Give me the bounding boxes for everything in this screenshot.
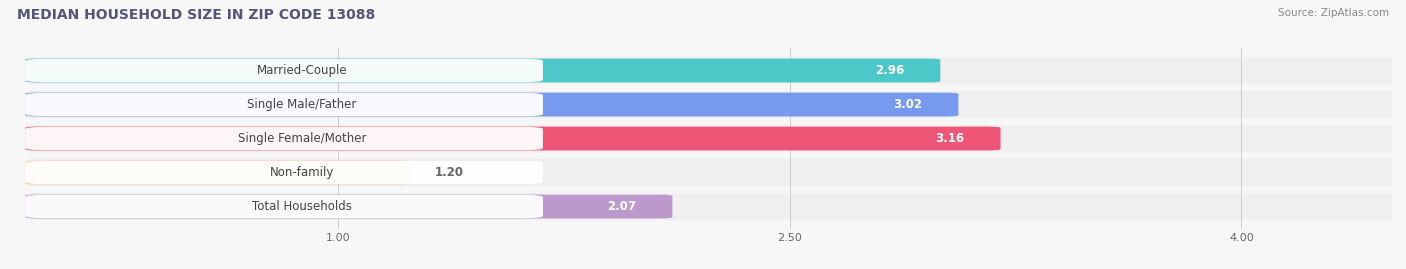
- Text: Total Households: Total Households: [252, 200, 352, 213]
- FancyBboxPatch shape: [25, 127, 543, 150]
- Text: 3.02: 3.02: [893, 98, 922, 111]
- FancyBboxPatch shape: [25, 195, 672, 218]
- FancyBboxPatch shape: [25, 93, 543, 116]
- FancyBboxPatch shape: [25, 93, 959, 116]
- FancyBboxPatch shape: [25, 127, 1001, 150]
- FancyBboxPatch shape: [25, 195, 543, 218]
- Text: 2.96: 2.96: [875, 64, 904, 77]
- FancyBboxPatch shape: [25, 159, 1405, 186]
- Text: Married-Couple: Married-Couple: [257, 64, 347, 77]
- Text: Single Female/Mother: Single Female/Mother: [238, 132, 367, 145]
- Text: 3.16: 3.16: [935, 132, 965, 145]
- Text: 2.07: 2.07: [607, 200, 637, 213]
- Text: Non-family: Non-family: [270, 166, 335, 179]
- FancyBboxPatch shape: [25, 125, 1405, 152]
- FancyBboxPatch shape: [25, 59, 941, 82]
- FancyBboxPatch shape: [25, 59, 543, 82]
- Text: MEDIAN HOUSEHOLD SIZE IN ZIP CODE 13088: MEDIAN HOUSEHOLD SIZE IN ZIP CODE 13088: [17, 8, 375, 22]
- FancyBboxPatch shape: [25, 193, 1405, 220]
- FancyBboxPatch shape: [25, 161, 543, 184]
- FancyBboxPatch shape: [25, 91, 1405, 118]
- Text: Source: ZipAtlas.com: Source: ZipAtlas.com: [1278, 8, 1389, 18]
- Text: Single Male/Father: Single Male/Father: [247, 98, 357, 111]
- FancyBboxPatch shape: [25, 161, 411, 185]
- FancyBboxPatch shape: [25, 57, 1405, 84]
- Text: 1.20: 1.20: [434, 166, 464, 179]
